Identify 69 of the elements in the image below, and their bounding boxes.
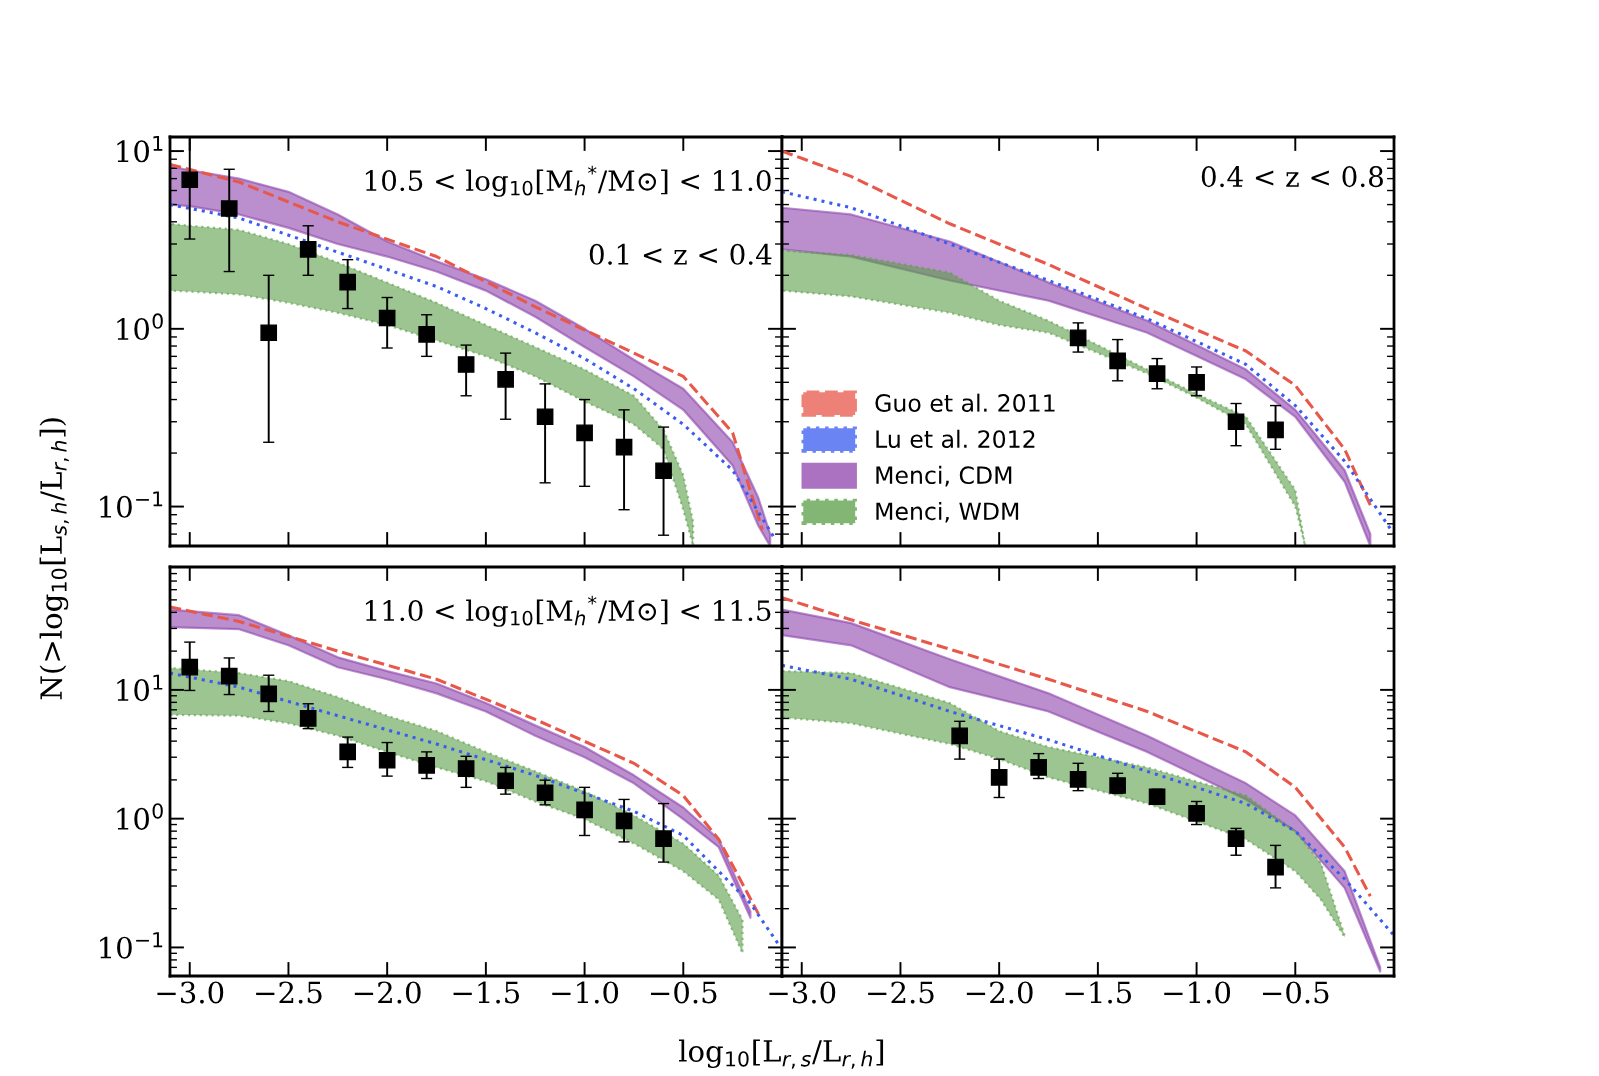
- point: [576, 801, 593, 819]
- y-tick-label: 10$^{−1}$: [100, 932, 163, 959]
- point: [576, 424, 593, 442]
- point: [457, 760, 475, 777]
- y-tick-label: 10$^{1}$: [117, 135, 163, 163]
- x-tick-label: −1.0: [552, 981, 619, 1004]
- y-tick-label: 10$^{1}$: [117, 674, 163, 702]
- point: [220, 667, 238, 685]
- point: [378, 309, 396, 327]
- x-tick-label: −0.5: [650, 981, 717, 1004]
- point: [536, 784, 554, 802]
- annotation: 10.5 < log$_{10}$[M$_{h}$$^{*}$/M⊙] < 11.0: [365, 165, 771, 197]
- point: [990, 769, 1008, 786]
- point: [497, 370, 514, 388]
- point: [339, 273, 357, 291]
- legend-label: Menci, WDM: [876, 501, 1019, 523]
- point: [1267, 421, 1284, 439]
- point: [260, 324, 278, 342]
- x-tick-label: −1.0: [1164, 981, 1231, 1004]
- point: [1069, 771, 1087, 788]
- legend-label: Menci, CDM: [876, 465, 1012, 487]
- point: [1188, 373, 1205, 391]
- point: [299, 710, 317, 727]
- point: [1227, 830, 1245, 847]
- y-tick-label: 10$^{0}$: [117, 313, 163, 341]
- point: [1227, 413, 1245, 431]
- x-tick-label: −1.5: [453, 981, 520, 1004]
- x-tick-label: −2.0: [354, 981, 421, 1004]
- annotation: 0.1 < z < 0.4: [589, 243, 772, 265]
- point: [260, 685, 278, 703]
- point: [655, 830, 672, 847]
- x-tick-label: −3.0: [769, 981, 836, 1004]
- y-tick-label: 10$^{−1}$: [100, 491, 163, 518]
- legend-label: Guo et al. 2011: [875, 393, 1055, 412]
- point: [1109, 777, 1126, 794]
- x-tick-label: −2.0: [966, 981, 1033, 1004]
- annotation: 0.4 < z < 0.8: [1201, 166, 1383, 188]
- y-tick-label: 10$^{0}$: [117, 803, 163, 830]
- x-tick-label: −0.5: [1262, 981, 1329, 1004]
- x-tick-label: −2.5: [256, 981, 322, 1004]
- point: [220, 200, 238, 217]
- x-tick-label: −3.0: [157, 981, 224, 1004]
- point: [181, 171, 199, 189]
- point: [418, 757, 435, 774]
- point: [378, 751, 396, 769]
- x-tick-label: −2.5: [868, 981, 934, 1004]
- point: [951, 727, 969, 745]
- annotation: 11.0 < log$_{10}$[M$_{h}$$^{*}$/M⊙] < 11.5: [365, 595, 771, 627]
- point: [181, 658, 199, 676]
- point: [655, 462, 672, 480]
- point: [1188, 804, 1205, 822]
- point: [1148, 365, 1166, 382]
- x-axis-title: log$_{10}$[L$_{r,s}$/L$_{r,h}$]: [679, 1039, 884, 1069]
- x-tick-label: −1.5: [1065, 981, 1132, 1004]
- point: [299, 241, 317, 258]
- point: [536, 408, 554, 426]
- point: [418, 326, 435, 343]
- point: [339, 743, 357, 761]
- legend-label: Lu et al. 2012: [876, 429, 1035, 449]
- point: [1267, 858, 1284, 876]
- point: [1148, 788, 1166, 806]
- y-axis-title: N(>log$_{10}$[L$_{s,h}$/L$_{r,h}$]): [39, 418, 69, 700]
- point: [497, 772, 514, 790]
- point: [615, 438, 633, 456]
- point: [615, 812, 633, 830]
- point: [1030, 759, 1047, 776]
- point: [1069, 329, 1087, 347]
- point: [457, 356, 475, 373]
- point: [1109, 352, 1126, 370]
